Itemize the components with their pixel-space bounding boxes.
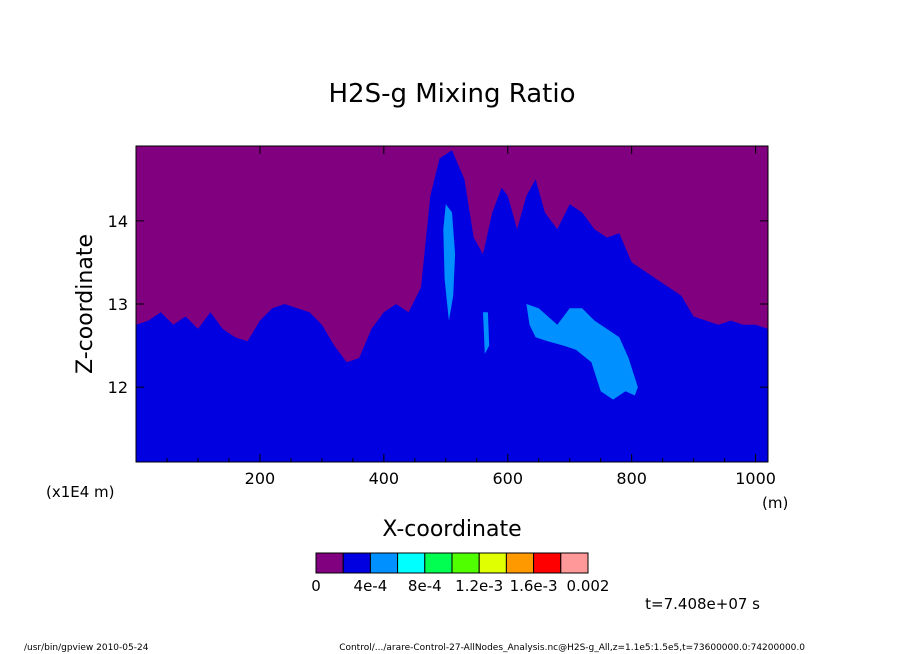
y-tick-label: 13 [108, 295, 128, 314]
colorbar-swatch [369, 552, 399, 574]
footer-left-text: /usr/bin/gpview 2010-05-24 [24, 643, 149, 653]
colorbar-legend [315, 552, 589, 574]
x-ticks: 200 400 600 800 1000 [166, 146, 776, 488]
chart-title: H2S-g Mixing Ratio [328, 79, 575, 109]
y-tick-label: 12 [108, 378, 128, 397]
colorbar-swatch [342, 552, 371, 574]
colorbar-swatch [451, 552, 480, 574]
patch-2 [526, 304, 638, 400]
colorbar-swatch [560, 552, 589, 574]
colorbar-label: 1.2e-3 [455, 577, 503, 595]
y-tick-label: 14 [108, 212, 128, 231]
colorbar-swatch [533, 552, 562, 574]
colorbar-swatch [478, 552, 507, 574]
x-tick-label: 1000 [735, 469, 776, 488]
patch-0 [443, 204, 456, 321]
time-label: t=7.408e+07 s [645, 595, 760, 613]
x-unit-label: (m) [762, 494, 788, 512]
y-ticks: 12 13 14 [108, 212, 768, 397]
colorbar-label: 0.002 [567, 577, 610, 595]
colorbar-swatch [397, 552, 426, 574]
y-unit-label: (x1E4 m) [46, 483, 115, 501]
x-tick-label: 800 [616, 469, 647, 488]
colorbar-label: 1.6e-3 [510, 577, 558, 595]
x-tick-label: 200 [245, 469, 276, 488]
colorbar-label: 8e-4 [408, 577, 442, 595]
x-tick-label: 600 [492, 469, 523, 488]
colorbar-labels: 0 4e-4 8e-4 1.2e-3 1.6e-3 0.002 [311, 577, 609, 595]
colorbar-swatch [315, 552, 344, 574]
y-axis-label: Z-coordinate [73, 234, 98, 374]
footer-right-text: Control/.../arare-Control-27-AllNodes_An… [339, 643, 805, 653]
colorbar-swatch [424, 552, 453, 574]
plot-area [136, 146, 768, 462]
x-tick-label: 400 [369, 469, 400, 488]
colorbar-label: 0 [311, 577, 321, 595]
colorbar-swatch [505, 552, 535, 574]
x-axis-label: X-coordinate [382, 517, 521, 542]
patch-1 [483, 312, 490, 354]
colorbar-label: 4e-4 [354, 577, 388, 595]
